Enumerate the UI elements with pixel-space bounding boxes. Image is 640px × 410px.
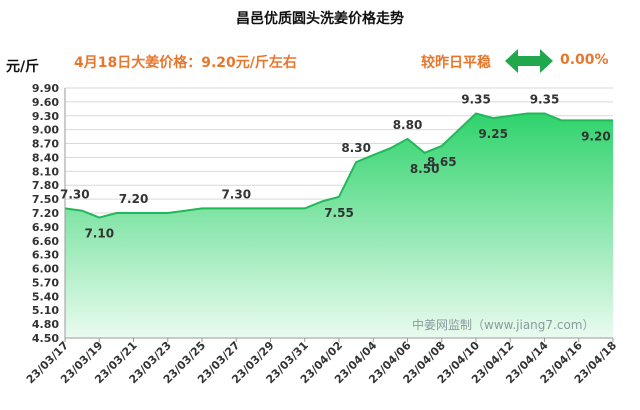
- area-fill: [65, 113, 613, 338]
- x-axis: 23/03/1723/03/1923/03/2123/03/2323/03/25…: [24, 338, 619, 386]
- y-tick-label: 6.00: [32, 263, 59, 276]
- y-tick-label: 7.20: [32, 207, 59, 220]
- data-label: 8.30: [341, 141, 371, 155]
- change-percent: 0.00%: [560, 52, 609, 68]
- y-tick-label: 9.60: [32, 96, 59, 109]
- watermark: 中姜网监制（www.jiang7.com）: [412, 317, 594, 332]
- y-tick-label: 9.00: [32, 124, 59, 137]
- data-label: 9.20: [581, 129, 611, 143]
- y-tick-label: 5.40: [32, 290, 59, 303]
- y-tick-label: 4.80: [32, 318, 59, 331]
- data-label: 7.30: [221, 187, 251, 201]
- price-summary: 4月18日大姜价格：9.20元/斤左右: [74, 55, 297, 71]
- y-tick-label: 8.40: [32, 151, 59, 164]
- data-label: 9.35: [530, 92, 560, 106]
- y-tick-label: 7.50: [32, 193, 59, 206]
- y-tick-label: 7.80: [32, 179, 59, 192]
- compare-text: 较昨日平稳: [421, 55, 491, 71]
- y-tick-label: 5.10: [32, 304, 59, 317]
- double-arrow-icon: [505, 49, 553, 73]
- y-tick-label: 8.70: [32, 138, 59, 151]
- data-label: 8.65: [427, 155, 457, 169]
- y-tick-label: 9.30: [32, 110, 59, 123]
- y-tick-label: 6.90: [32, 221, 59, 234]
- data-labels: 7.30 7.10 7.20 7.30 7.55 8.30 8.80 8.508.65 9.35…: [60, 92, 611, 240]
- y-unit-label: 元/斤: [6, 59, 40, 75]
- data-label: 7.55: [324, 206, 354, 220]
- area-series: [64, 112, 613, 338]
- data-label: 9.25: [478, 127, 508, 141]
- y-axis: 4.504.805.105.405.706.006.306.606.907.20…: [32, 82, 613, 345]
- data-label: 9.35: [461, 92, 491, 106]
- data-label: 8.50: [410, 162, 440, 176]
- data-label: 7.30: [60, 187, 90, 201]
- y-tick-label: 6.60: [32, 235, 59, 248]
- data-label: 7.20: [119, 192, 149, 206]
- chart-title: 昌邑优质圆头洗姜价格走势: [236, 11, 404, 27]
- y-tick-label: 8.10: [32, 165, 59, 178]
- y-tick-label: 6.30: [32, 249, 59, 262]
- y-tick-label: 5.70: [32, 276, 59, 289]
- y-tick-label: 4.50: [32, 332, 59, 345]
- data-label: 7.10: [84, 227, 114, 241]
- series-line: [64, 112, 613, 219]
- data-label: 8.80: [393, 118, 423, 132]
- y-tick-label: 9.90: [32, 82, 59, 95]
